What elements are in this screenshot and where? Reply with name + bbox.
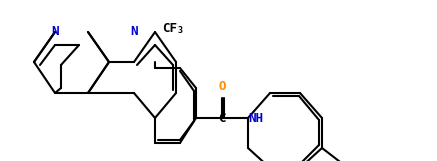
Text: 3: 3 (178, 26, 183, 35)
Text: N: N (130, 25, 138, 38)
Text: CF: CF (162, 22, 177, 35)
Text: C: C (218, 112, 226, 124)
Text: O: O (218, 80, 226, 93)
Text: NH: NH (248, 112, 263, 124)
Text: N: N (51, 25, 59, 38)
